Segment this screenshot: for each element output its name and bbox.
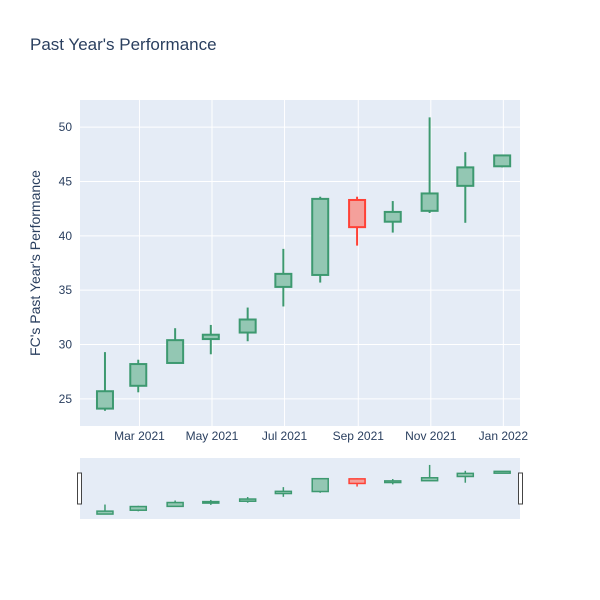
candle-increasing: [311, 196, 330, 283]
mini-candle-body: [96, 510, 114, 515]
mini-candle-increasing: [166, 500, 184, 508]
candle-increasing: [166, 328, 185, 364]
candle-body: [456, 166, 475, 187]
candle-body: [238, 318, 257, 334]
mini-candle-increasing: [311, 477, 329, 493]
candle-body: [166, 339, 185, 364]
mini-candle-body: [348, 478, 366, 485]
mini-candle-body: [238, 498, 257, 502]
candle-increasing: [383, 201, 402, 233]
candle-increasing: [274, 248, 293, 307]
mini-candle-body: [420, 477, 439, 482]
mini-candle-body: [384, 480, 402, 484]
mini-candle-increasing: [238, 497, 257, 503]
y-axis-label: FC's Past Year's Performance: [27, 170, 43, 356]
y-axis-ticks: 25 30 35 40 45 50: [59, 120, 73, 406]
mini-candle-increasing: [202, 499, 220, 505]
range-slider-handle-left[interactable]: [77, 472, 82, 505]
y-tick-label: 35: [59, 283, 73, 297]
mini-candle-body: [274, 490, 293, 495]
candle-decreasing: [348, 196, 367, 246]
mini-candle-body: [202, 500, 220, 504]
x-tick-label: Mar 2021: [114, 429, 165, 443]
y-tick-label: 50: [59, 120, 73, 134]
range-slider-background: [80, 458, 520, 519]
x-tick-label: May 2021: [186, 429, 239, 443]
mini-candle-increasing: [129, 505, 148, 512]
candle-body: [274, 272, 293, 288]
mini-candle-increasing: [420, 464, 439, 482]
mini-candle-increasing: [384, 479, 402, 485]
mini-candle-increasing: [493, 470, 511, 474]
candle-body: [129, 363, 148, 387]
mini-candle-decreasing: [348, 478, 366, 487]
range-slider[interactable]: [77, 458, 523, 519]
x-tick-label: Sep 2021: [333, 429, 385, 443]
y-tick-label: 40: [59, 229, 73, 243]
range-slider-handle-right[interactable]: [518, 472, 523, 505]
candle-increasing: [95, 352, 114, 411]
candle-increasing: [238, 307, 257, 342]
mini-candle-increasing: [96, 504, 114, 515]
candle-body: [493, 154, 512, 168]
y-tick-label: 30: [59, 338, 73, 352]
candle-body: [311, 197, 330, 276]
candle-increasing: [420, 117, 439, 214]
mini-candle-increasing: [456, 470, 475, 483]
mini-candle-body: [493, 470, 511, 474]
candles: [95, 117, 512, 411]
candle-increasing: [201, 324, 220, 355]
candle-increasing: [456, 152, 475, 223]
candle-body: [95, 390, 114, 410]
mini-candle-increasing: [274, 487, 293, 497]
y-tick-label: 45: [59, 175, 73, 189]
y-tick-label: 25: [59, 392, 73, 406]
candle-increasing: [493, 154, 512, 168]
x-tick-label: Nov 2021: [405, 429, 457, 443]
candle-increasing: [129, 359, 148, 393]
candle-body: [420, 192, 439, 212]
mini-candle-body: [129, 505, 148, 511]
gridlines: [80, 100, 520, 426]
candle-body: [348, 198, 367, 229]
plot-area: [80, 100, 520, 426]
chart-title: Past Year's Performance: [30, 35, 217, 54]
mini-candle-body: [311, 477, 329, 493]
mini-candle-body: [166, 501, 184, 508]
candle-body: [201, 333, 220, 341]
mini-candle-body: [456, 472, 475, 478]
x-tick-label: Jan 2022: [479, 429, 529, 443]
range-slider-candles: [96, 464, 511, 515]
candle-body: [383, 210, 402, 223]
x-tick-label: Jul 2021: [262, 429, 308, 443]
x-axis-ticks: Mar 2021 May 2021 Jul 2021 Sep 2021 Nov 2021…: [114, 429, 528, 443]
